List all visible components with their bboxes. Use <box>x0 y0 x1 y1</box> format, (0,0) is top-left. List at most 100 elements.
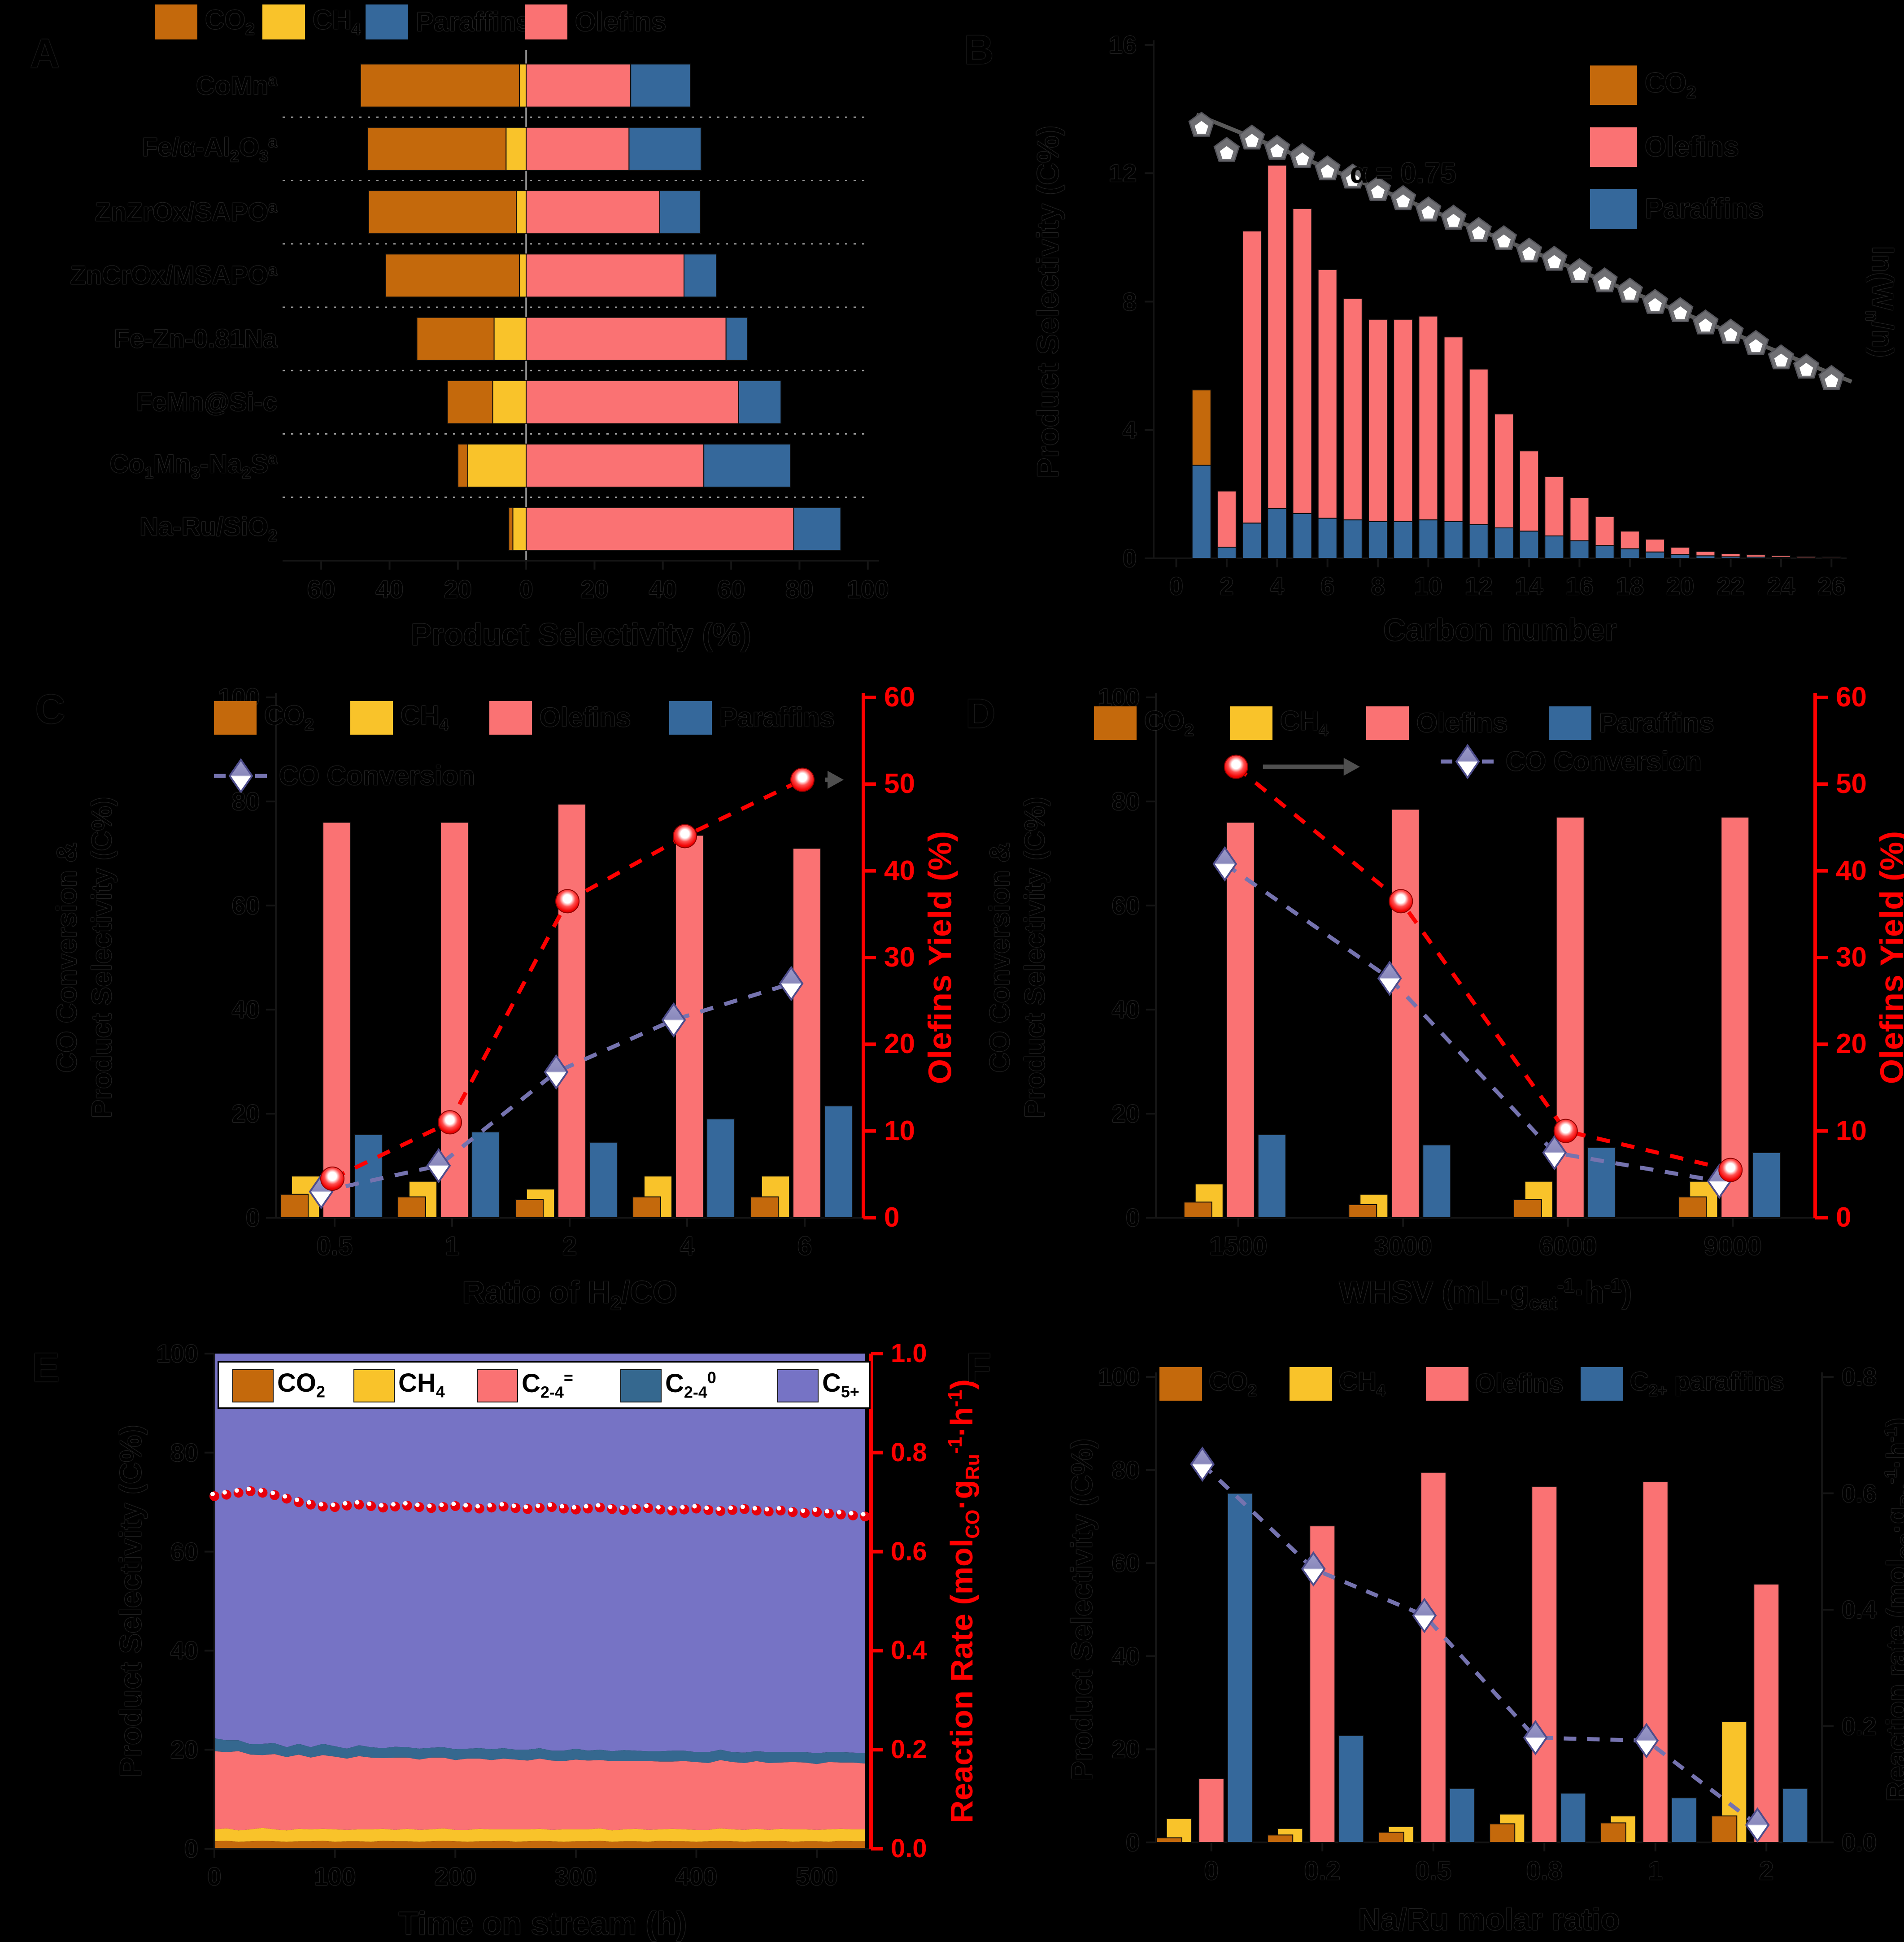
text-run: 0.8 <box>891 1437 927 1467</box>
text-run: 1 <box>144 463 154 482</box>
paraffins-bar <box>1752 1152 1781 1218</box>
olefins-bar <box>440 822 469 1218</box>
text-run: 0 <box>884 1202 900 1233</box>
rate-marker-highlight <box>415 1502 420 1507</box>
y-tick-label: 20 <box>232 1100 260 1127</box>
paraffins-bar <box>1191 465 1211 559</box>
panel-d-whsv: D 0 20 40 60 80 100 0 10 20 30 40 50 60 1500 3000 6000 9… <box>952 683 1904 1350</box>
rate-marker-highlight <box>475 1504 480 1509</box>
asf-pentagon-inner <box>1371 185 1385 198</box>
x-tick-label: 10 <box>1414 573 1442 599</box>
olefins-bar <box>1391 809 1420 1218</box>
co2-bar <box>508 507 514 551</box>
legend-label: Olefins <box>1416 709 1508 737</box>
co2-bar <box>280 1193 309 1219</box>
co-conversion-marker <box>1190 1446 1215 1482</box>
text-run: a <box>268 261 277 279</box>
text-run: 50 <box>884 768 915 800</box>
rate-marker-highlight <box>403 1501 408 1506</box>
text-run: 0 <box>1122 544 1137 572</box>
olefins-yield-line <box>1234 765 1731 1172</box>
y-axis-title: Product Selectivity (C%) <box>1031 126 1065 478</box>
text-run: 24 <box>1767 571 1795 600</box>
olefins-bar <box>1753 1583 1780 1843</box>
right-axis-title: Reaction rate (molCO·gRu-1·h-1) <box>1882 1418 1904 1802</box>
legend-swatch-olefins <box>1590 127 1637 167</box>
plot-canvas <box>1146 693 1828 1227</box>
right-tick-label: 1.0 <box>891 1340 927 1367</box>
x-tick-label: 300 <box>555 1863 597 1890</box>
category-label: CoMna <box>196 70 277 100</box>
co-conversion-marker <box>228 758 253 794</box>
text-run: CO Conversion & <box>984 842 1015 1073</box>
rate-marker-highlight <box>632 1504 637 1509</box>
text-run: paraffins <box>1667 1367 1784 1397</box>
text-run: Mn <box>153 449 191 479</box>
asf-pentagon-inner <box>1245 134 1259 147</box>
co2-bar <box>1156 1837 1182 1843</box>
x-tick-label: 18 <box>1616 573 1644 599</box>
olefins-bar <box>526 444 705 488</box>
x-tick-label: 2 <box>1220 573 1233 599</box>
co2-bar <box>447 380 493 424</box>
rate-marker-highlight <box>789 1507 793 1512</box>
y-tick-label: 20 <box>1111 1099 1140 1128</box>
right-tick-label: 60 <box>884 683 915 712</box>
text-run: /n) <box>1866 321 1900 357</box>
text-run: ·g <box>1881 1507 1904 1533</box>
text-run: FeMn@Si-c <box>136 387 277 417</box>
panel-letter-e: E <box>32 1345 60 1391</box>
panel-e-stability: E 0 20 40 60 80 100 0.0 0.2 0.4 0.6 0.8 1.0 0 100 200 3… <box>0 1340 984 1941</box>
olefins-bar <box>1418 315 1438 521</box>
right-tick-label: 0.0 <box>891 1835 927 1862</box>
y-tick-label: 40 <box>1112 1643 1140 1669</box>
legend-label: C2-4= <box>522 1369 573 1401</box>
text-run: 1 <box>1648 1856 1663 1885</box>
co2-bar <box>385 253 520 298</box>
ch4-bar <box>493 317 527 361</box>
text-run: 80 <box>231 787 260 815</box>
asf-pentagon-inner <box>1346 173 1359 186</box>
text-run: 60 <box>1836 681 1867 713</box>
text-run: 1 <box>444 1231 460 1261</box>
y-tick-label: 0 <box>1126 1204 1140 1231</box>
co-conversion-marker <box>661 1002 686 1038</box>
paraffins-bar <box>1645 551 1665 559</box>
y-tick-label: 100 <box>1098 684 1140 710</box>
x-tick-label: 0.2 <box>1304 1857 1341 1885</box>
category-label: ZnCrOx/MSAPOa <box>70 261 278 289</box>
co-conversion-marker <box>544 1054 569 1090</box>
text-run: 20 <box>1111 1099 1140 1128</box>
rate-marker-highlight <box>306 1500 311 1505</box>
text-run: 1.0 <box>891 1338 927 1368</box>
co2-bar <box>632 1196 661 1218</box>
olefins-bar <box>1216 490 1237 548</box>
text-run: 2 <box>242 463 251 482</box>
olefins-yield-marker <box>320 1167 344 1191</box>
text-run: 20 <box>1666 571 1695 600</box>
text-run: a <box>268 70 277 89</box>
text-run: Product Selectivity (%) <box>410 617 751 652</box>
text-run: 2 <box>1220 571 1234 600</box>
text-run: C <box>665 1368 684 1398</box>
asf-pentagon-inner <box>1295 152 1309 165</box>
paraffins-bar <box>1257 1134 1286 1219</box>
x-tick-label: 100 <box>314 1863 356 1890</box>
right-tick-label: 0.8 <box>1842 1363 1877 1390</box>
right-axis-title: ln(Wn/n) <box>1862 246 1900 357</box>
right-tick-label: 0.0 <box>1842 1829 1877 1855</box>
text-run: CO <box>277 1368 316 1398</box>
text-run: 80 <box>170 1438 198 1467</box>
text-run: 0 <box>707 1368 716 1387</box>
category-label: Fe/α-Al2O3a <box>142 133 277 165</box>
x-tick-label: 14 <box>1515 573 1543 599</box>
rate-marker-highlight <box>331 1502 335 1507</box>
text-run: 16 <box>1108 30 1137 59</box>
text-run: Olefins <box>1645 131 1739 162</box>
olefins-bar <box>1544 476 1564 536</box>
text-run: 2 <box>305 715 314 734</box>
text-run: -1 <box>1881 1427 1901 1442</box>
x-tick-label: 26 <box>1817 573 1845 599</box>
paraffins-bar <box>1422 1144 1451 1218</box>
panel-letter-d: D <box>965 691 996 737</box>
